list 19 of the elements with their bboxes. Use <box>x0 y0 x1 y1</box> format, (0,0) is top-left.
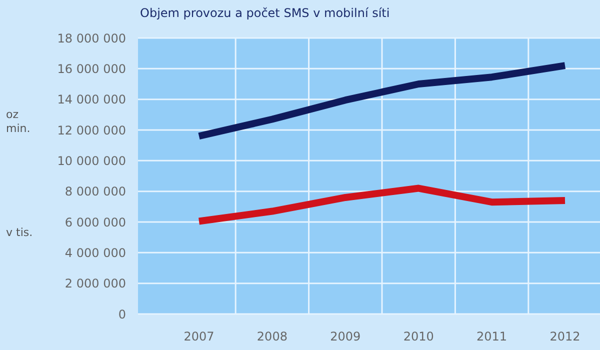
y-tick-label: 2 000 000 <box>64 276 126 291</box>
x-tick-label: 2007 <box>184 330 214 344</box>
y-tick-label: 16 000 000 <box>57 62 126 76</box>
x-tick-label: 2009 <box>330 330 361 344</box>
y-tick-label: 12 000 000 <box>57 123 126 138</box>
x-tick-label: 2010 <box>403 330 434 344</box>
x-tick-label: 2011 <box>476 330 508 344</box>
x-tick-label: 2008 <box>256 330 288 344</box>
y-tick-label: 10 000 000 <box>57 154 126 168</box>
text: v tis. <box>6 226 34 240</box>
y-tick-label: 6 000 000 <box>64 215 126 230</box>
chart-title: Objem provozu a počet SMS v mobilní síti <box>140 6 390 20</box>
x-tick-label: 2012 <box>550 330 580 344</box>
y-tick-label: 0 <box>118 307 126 322</box>
y-tick-label: 4 000 000 <box>64 246 126 260</box>
y-tick-label: 18 000 000 <box>57 31 126 46</box>
text: oz min. <box>6 108 32 136</box>
y-tick-label: 14 000 000 <box>57 92 126 107</box>
y-tick-label: 8 000 000 <box>64 184 126 199</box>
